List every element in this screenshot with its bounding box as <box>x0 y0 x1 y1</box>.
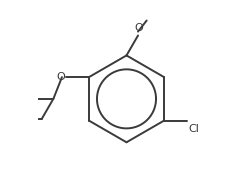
Text: O: O <box>56 72 65 82</box>
Text: Cl: Cl <box>187 124 198 134</box>
Text: O: O <box>134 23 143 33</box>
